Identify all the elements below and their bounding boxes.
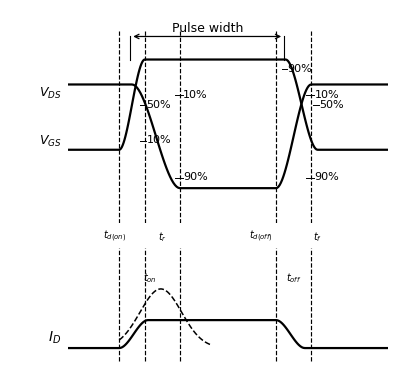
Text: $t_{d(off)}$: $t_{d(off)}$ xyxy=(249,228,273,244)
Text: 50%: 50% xyxy=(146,99,171,110)
Text: 10%: 10% xyxy=(146,135,171,145)
Text: $V_{DS}$: $V_{DS}$ xyxy=(39,86,62,101)
Text: 10%: 10% xyxy=(183,90,208,100)
Text: 90%: 90% xyxy=(183,172,208,182)
Text: Pulse width: Pulse width xyxy=(172,22,243,35)
Text: $t_r$: $t_r$ xyxy=(158,230,167,244)
Text: $V_{GS}$: $V_{GS}$ xyxy=(39,134,62,149)
Text: $t_{off}$: $t_{off}$ xyxy=(286,271,302,285)
Text: $t_{d(on)}$: $t_{d(on)}$ xyxy=(103,228,126,244)
Text: 90%: 90% xyxy=(314,172,339,182)
Text: $t_f$: $t_f$ xyxy=(313,230,322,244)
Text: $I_D$: $I_D$ xyxy=(48,329,62,346)
Text: 90%: 90% xyxy=(287,63,312,74)
Text: $t_{on}$: $t_{on}$ xyxy=(143,271,156,285)
Text: 50%: 50% xyxy=(319,99,344,110)
Text: 10%: 10% xyxy=(314,90,339,100)
